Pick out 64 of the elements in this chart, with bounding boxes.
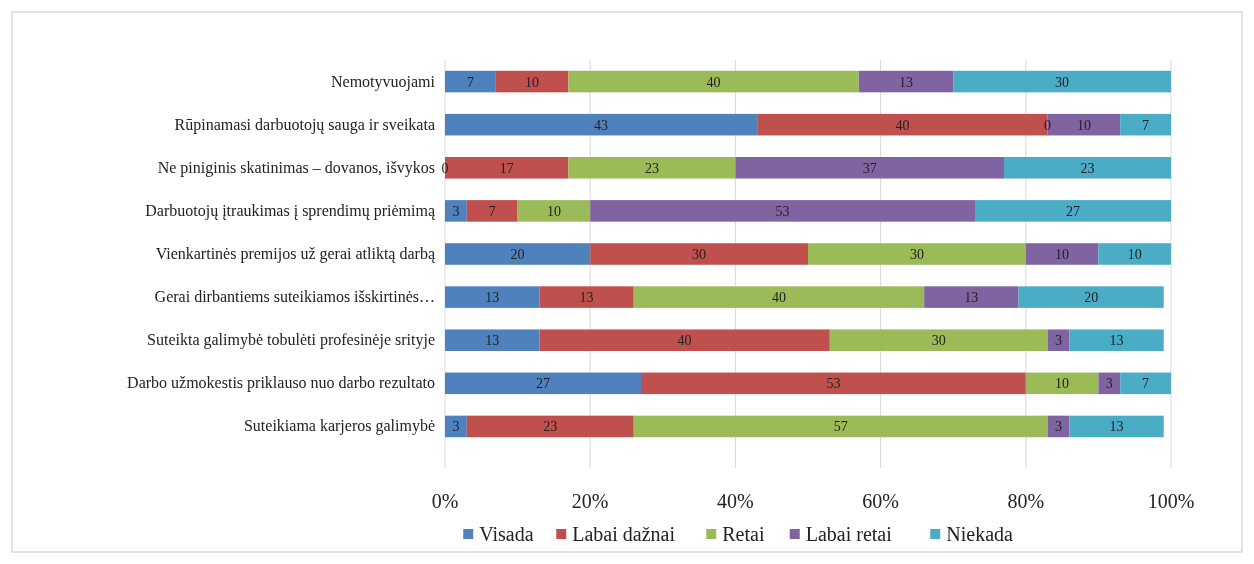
data-label: 40 [677,333,692,349]
data-label: 13 [485,290,500,306]
legend-label: Visada [479,523,534,545]
data-label: 40 [771,290,786,306]
data-label: 3 [452,203,460,219]
data-label: 27 [536,376,551,392]
legend-label: Labai dažnai [572,523,676,545]
data-label: 10 [525,74,540,90]
data-label: 7 [488,203,496,219]
x-tick-label: 40% [717,490,754,512]
data-label: 13 [964,290,979,306]
data-label: 13 [1109,419,1124,435]
data-label: 53 [775,203,790,219]
data-label: 37 [862,160,877,176]
data-label: 20 [1084,290,1099,306]
data-label: 13 [579,290,594,306]
data-label: 43 [594,117,609,133]
data-label: 57 [833,419,848,435]
y-tick-label: Suteikiama karjeros galimybė [243,417,435,436]
data-label: 0 [1044,117,1052,133]
data-label: 30 [909,247,924,262]
data-label: 10 [546,203,561,219]
data-label: 23 [644,160,659,176]
data-label: 30 [692,247,707,262]
data-label: 7 [1142,376,1150,392]
data-label: 3 [1054,333,1062,349]
data-label: 13 [485,333,500,349]
data-label: 23 [1080,160,1095,176]
y-tick-label: Vienkartinės premijos už gerai atliktą darbą [155,245,436,263]
data-label: 10 [1055,376,1070,392]
data-label: 10 [1055,247,1070,262]
data-label: 10 [1076,117,1091,133]
data-label: 27 [1065,203,1080,219]
x-tick-label: 0% [431,490,459,512]
legend-label: Niekada [946,523,1013,545]
legend-label: Retai [722,523,765,545]
y-tick-label: Ne piniginis skatinimas – dovanos, išvykos [157,158,435,177]
data-label: 20 [510,247,525,262]
x-tick-label: 60% [862,490,899,512]
data-label: 13 [1109,333,1124,349]
y-tick-label: Suteikta galimybė tobulėti profesinėje srityje [147,331,435,350]
data-label: 3 [452,419,460,435]
data-label: 7 [1142,117,1150,133]
data-label: 40 [895,117,910,133]
y-tick-label: Nemotyvuojami [331,72,436,91]
x-tick-label: 80% [1007,490,1045,512]
data-label: 3 [1105,376,1113,392]
data-label: 23 [543,419,558,435]
data-label: 30 [1055,74,1070,90]
data-label: 13 [899,74,914,90]
x-tick-label: 100% [1147,490,1195,512]
data-label: 30 [931,333,946,349]
x-tick-label: 20% [571,490,609,512]
y-tick-label: Gerai dirbantiems suteikiamos išskirtinės… [154,288,435,306]
data-label: 10 [1127,247,1142,262]
data-label: 17 [499,160,514,176]
y-tick-label: Rūpinamasi darbuotojų sauga ir sveikata [174,115,435,134]
legend-label: Labai retai [805,523,893,545]
data-label: 3 [1054,419,1062,435]
data-label: 40 [706,74,721,90]
y-tick-label: Darbo užmokestis priklauso nuo darbo rezultato [127,374,435,393]
data-label: 53 [826,376,841,392]
y-tick-label: Darbuotojų įtraukimas į sprendimų priėmimą [145,201,436,220]
data-label: 7 [466,74,474,90]
